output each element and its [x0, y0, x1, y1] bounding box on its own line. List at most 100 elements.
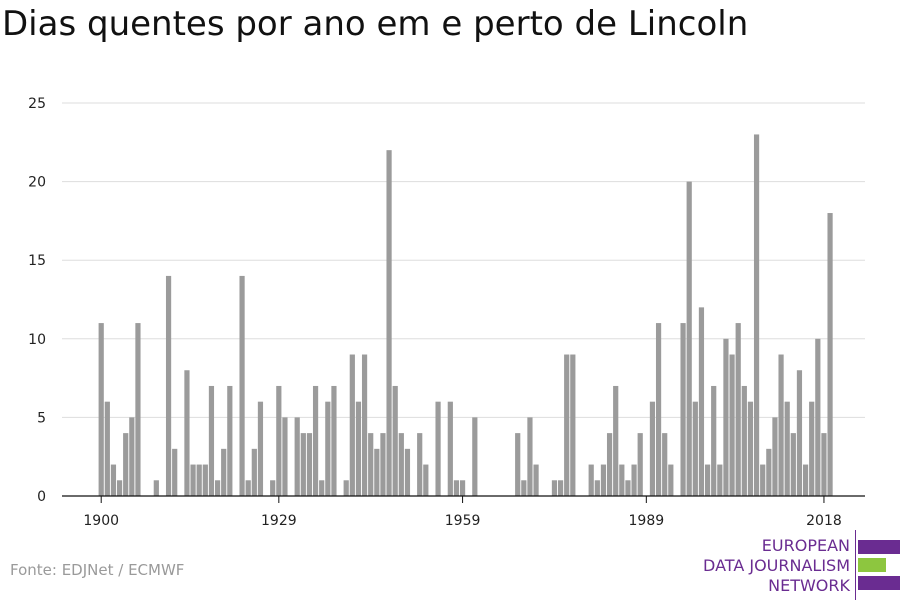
bar-1952: [417, 433, 423, 496]
bar-1938: [331, 385, 337, 496]
source-note: Fonte: EDJNet / ECMWF: [10, 561, 185, 579]
bar-1971: [533, 464, 539, 496]
bar-1930: [282, 417, 288, 496]
bar-1945: [374, 448, 380, 496]
bar-1928: [270, 480, 276, 496]
logo-bar-top: [858, 540, 900, 554]
bar-2012: [784, 401, 790, 496]
bar-1957: [447, 401, 453, 496]
bar-1977: [570, 354, 576, 496]
edjnet-logo[interactable]: EUROPEAN DATA JOURNALISM NETWORK: [700, 530, 900, 600]
bar-1991: [655, 323, 662, 496]
x-axis-ticks: 1900 1929 1959 1989 2018: [83, 496, 842, 529]
bar-1924: [245, 480, 251, 496]
bar-1990: [649, 401, 656, 496]
bar-1995: [680, 323, 686, 496]
bar-1934: [306, 433, 313, 496]
bar-2018: [821, 433, 827, 496]
bar-1943: [361, 354, 368, 496]
bar-1992: [662, 433, 668, 496]
bar-1983: [606, 433, 613, 496]
bar-1937: [325, 401, 331, 496]
bars: [98, 134, 833, 497]
bar-1953: [423, 464, 429, 496]
bar-2003: [729, 354, 735, 496]
bar-1926: [257, 401, 264, 496]
y-tick-label: 10: [28, 332, 46, 348]
bar-chart: 0 5 10 15 20 25 1900 1929 1959 1989 2018: [28, 96, 865, 529]
bar-1999: [704, 464, 711, 496]
bar-1976: [564, 354, 570, 496]
bar-1974: [551, 480, 558, 496]
y-tick-label: 20: [28, 175, 46, 191]
bar-1993: [668, 464, 674, 496]
logo-line-1: EUROPEAN: [761, 536, 850, 555]
bar-1984: [613, 385, 619, 496]
bar-1941: [349, 354, 355, 496]
bar-1906: [135, 323, 141, 496]
bar-1917: [202, 464, 208, 496]
bar-1929: [276, 385, 282, 496]
bar-2011: [778, 354, 784, 496]
bar-1948: [392, 385, 398, 496]
bar-1950: [404, 448, 411, 496]
bar-1968: [515, 433, 521, 496]
bar-1925: [251, 448, 257, 496]
bar-1920: [221, 448, 227, 496]
bar-1918: [208, 385, 215, 496]
bar-1949: [398, 433, 404, 496]
bar-1901: [104, 401, 110, 496]
bar-2002: [723, 338, 729, 496]
bar-1902: [110, 464, 117, 496]
bar-1958: [453, 480, 460, 496]
bar-1975: [557, 480, 564, 496]
bar-1933: [300, 433, 306, 496]
y-tick-label: 15: [28, 253, 46, 269]
bar-2000: [711, 385, 717, 496]
bar-1986: [625, 480, 631, 496]
bar-2005: [741, 385, 747, 496]
bar-1915: [190, 464, 196, 496]
logo-line-3: NETWORK: [768, 576, 850, 595]
bar-1970: [527, 417, 533, 496]
y-tick-label: 25: [28, 96, 46, 112]
bar-1969: [521, 480, 527, 496]
bar-1935: [312, 385, 319, 496]
bar-1981: [594, 480, 600, 496]
bar-1947: [386, 150, 392, 496]
logo-divider: [855, 530, 856, 600]
bar-1909: [153, 480, 159, 496]
bar-2016: [809, 401, 815, 496]
y-axis-ticks: 0 5 10 15 20 25: [28, 96, 46, 505]
y-tick-label: 5: [37, 410, 46, 426]
bar-1959: [459, 480, 466, 496]
bar-1987: [631, 464, 637, 496]
logo-line-2: DATA JOURNALISM: [703, 556, 850, 575]
bar-2009: [766, 448, 772, 496]
bar-1921: [227, 385, 233, 496]
logo-bar-middle: [858, 558, 886, 572]
bar-2008: [760, 464, 766, 496]
x-tick-label: 1959: [445, 513, 481, 529]
y-tick-label: 0: [37, 489, 46, 505]
bar-1940: [343, 480, 349, 496]
bar-1932: [294, 417, 300, 496]
bar-1946: [380, 433, 386, 496]
x-tick-label: 1900: [83, 513, 119, 529]
bar-1988: [637, 433, 643, 496]
bar-1985: [619, 464, 625, 496]
bar-1923: [239, 275, 245, 496]
bar-1996: [686, 181, 692, 496]
bar-1980: [588, 464, 594, 496]
bar-1961: [472, 417, 478, 496]
x-tick-label: 1989: [629, 513, 665, 529]
bar-1936: [319, 480, 325, 496]
bar-1919: [214, 480, 221, 496]
bar-2001: [717, 464, 723, 496]
bar-1900: [98, 323, 104, 496]
x-tick-label: 1929: [261, 513, 297, 529]
bar-1914: [184, 370, 190, 496]
bar-1982: [600, 464, 607, 496]
bar-1942: [355, 401, 362, 496]
bar-1912: [172, 448, 178, 496]
